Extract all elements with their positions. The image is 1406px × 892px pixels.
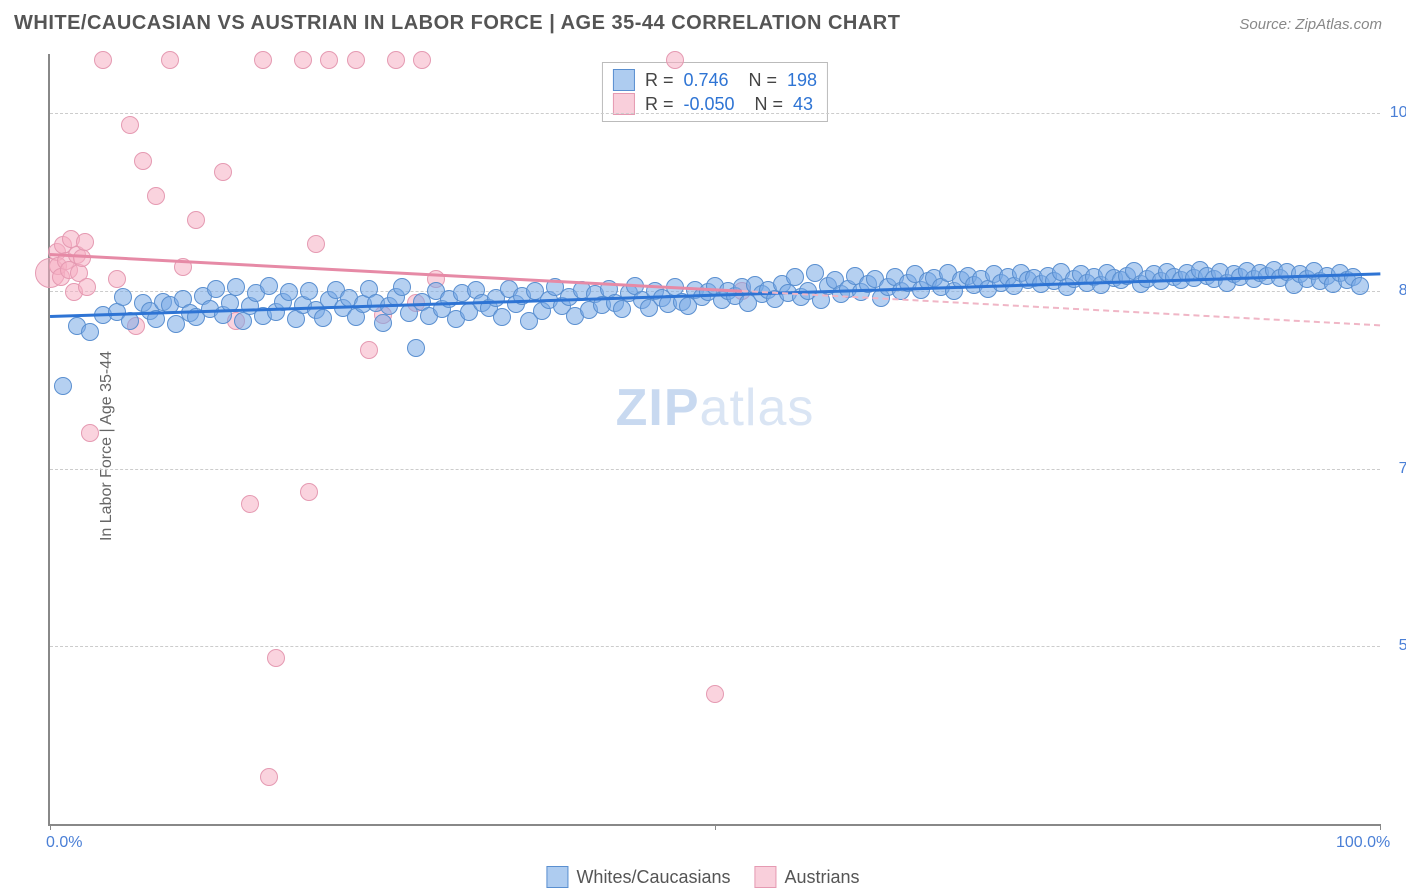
- scatter-point: [161, 51, 179, 69]
- scatter-point: [134, 152, 152, 170]
- swatch-icon: [546, 866, 568, 888]
- source-attribution: Source: ZipAtlas.com: [1239, 16, 1382, 33]
- scatter-point: [94, 51, 112, 69]
- legend-r-label: R =: [645, 94, 674, 115]
- x-tick-mark: [1380, 824, 1381, 830]
- scatter-point: [267, 649, 285, 667]
- trend-line: [741, 290, 1379, 326]
- chart-title: WHITE/CAUCASIAN VS AUSTRIAN IN LABOR FOR…: [14, 12, 900, 35]
- source-text: ZipAtlas.com: [1295, 16, 1382, 33]
- scatter-point: [1351, 277, 1369, 295]
- swatch-icon: [755, 866, 777, 888]
- legend-n-value: 198: [787, 70, 817, 91]
- scatter-point: [706, 685, 724, 703]
- gridline: [50, 113, 1380, 114]
- scatter-point: [81, 323, 99, 341]
- scatter-point: [241, 495, 259, 513]
- legend-r-value: 0.746: [683, 70, 728, 91]
- x-tick-mark: [50, 824, 51, 830]
- scatter-point: [254, 51, 272, 69]
- scatter-point: [187, 211, 205, 229]
- scatter-point: [300, 483, 318, 501]
- scatter-point: [407, 339, 425, 357]
- scatter-point: [54, 377, 72, 395]
- scatter-point: [114, 288, 132, 306]
- legend-label: Austrians: [785, 867, 860, 888]
- scatter-point: [387, 51, 405, 69]
- scatter-point: [81, 424, 99, 442]
- scatter-point: [108, 270, 126, 288]
- y-tick-label: 85.0%: [1399, 282, 1406, 300]
- watermark-light: atlas: [700, 379, 815, 437]
- scatter-point: [307, 235, 325, 253]
- x-tick-label: 0.0%: [46, 834, 82, 852]
- scatter-point: [413, 51, 431, 69]
- scatter-point: [314, 309, 332, 327]
- y-tick-label: 70.0%: [1399, 460, 1406, 478]
- scatter-point: [294, 51, 312, 69]
- legend-n-label: N =: [745, 94, 784, 115]
- scatter-point: [786, 268, 804, 286]
- scatter-point: [666, 51, 684, 69]
- legend-n-value: 43: [793, 94, 813, 115]
- legend-label: Whites/Caucasians: [576, 867, 730, 888]
- legend-r-label: R =: [645, 70, 674, 91]
- scatter-point: [260, 768, 278, 786]
- watermark: ZIPatlas: [616, 378, 815, 438]
- y-tick-label: 100.0%: [1390, 104, 1406, 122]
- gridline: [50, 646, 1380, 647]
- scatter-point: [227, 278, 245, 296]
- scatter-point: [78, 278, 96, 296]
- legend-item-series2: Austrians: [755, 866, 860, 888]
- x-tick-mark: [715, 824, 716, 830]
- legend-r-value: -0.050: [683, 94, 734, 115]
- x-tick-label: 100.0%: [1336, 834, 1390, 852]
- legend-n-label: N =: [739, 70, 778, 91]
- series-legend: Whites/Caucasians Austrians: [546, 866, 859, 888]
- legend-item-series1: Whites/Caucasians: [546, 866, 730, 888]
- watermark-bold: ZIP: [616, 379, 700, 437]
- swatch-icon: [613, 93, 635, 115]
- scatter-point: [360, 341, 378, 359]
- swatch-icon: [613, 69, 635, 91]
- scatter-point: [147, 187, 165, 205]
- scatter-point: [493, 308, 511, 326]
- scatter-point: [214, 163, 232, 181]
- scatter-point: [260, 277, 278, 295]
- scatter-point: [320, 51, 338, 69]
- scatter-point: [76, 233, 94, 251]
- scatter-point: [393, 278, 411, 296]
- legend-row-series2: R = -0.050 N = 43: [613, 93, 817, 115]
- gridline: [50, 469, 1380, 470]
- scatter-point: [207, 280, 225, 298]
- scatter-point: [121, 116, 139, 134]
- scatter-plot-area: ZIPatlas R = 0.746 N = 198 R = -0.050 N …: [48, 54, 1380, 826]
- scatter-point: [347, 51, 365, 69]
- scatter-point: [300, 282, 318, 300]
- scatter-point: [613, 300, 631, 318]
- scatter-point: [374, 314, 392, 332]
- legend-row-series1: R = 0.746 N = 198: [613, 69, 817, 91]
- y-tick-label: 55.0%: [1399, 637, 1406, 655]
